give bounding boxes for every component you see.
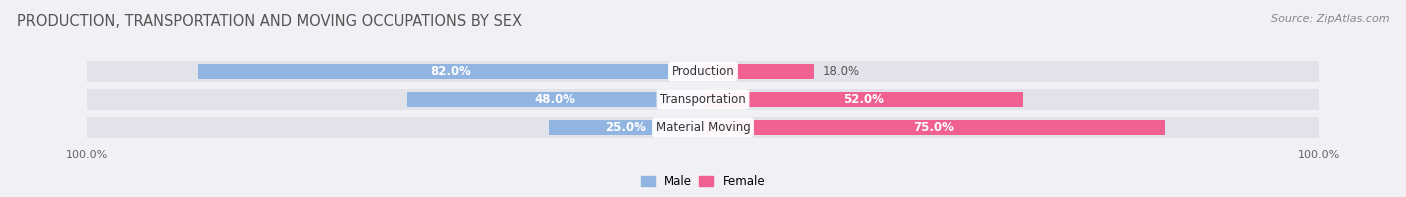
Bar bbox=[703, 120, 1166, 135]
Text: 82.0%: 82.0% bbox=[430, 65, 471, 78]
Bar bbox=[87, 89, 1319, 110]
Legend: Male, Female: Male, Female bbox=[641, 175, 765, 188]
Text: Source: ZipAtlas.com: Source: ZipAtlas.com bbox=[1271, 14, 1389, 24]
Bar bbox=[703, 64, 814, 79]
Bar bbox=[408, 92, 703, 107]
Text: Production: Production bbox=[672, 65, 734, 78]
Bar bbox=[703, 92, 1024, 107]
Text: 52.0%: 52.0% bbox=[842, 93, 883, 106]
Bar bbox=[198, 64, 703, 79]
Text: 75.0%: 75.0% bbox=[914, 121, 955, 134]
Bar bbox=[87, 117, 1319, 138]
Text: 25.0%: 25.0% bbox=[606, 121, 647, 134]
Text: 18.0%: 18.0% bbox=[823, 65, 860, 78]
Bar bbox=[87, 61, 1319, 82]
Text: Material Moving: Material Moving bbox=[655, 121, 751, 134]
Bar bbox=[548, 120, 703, 135]
Text: PRODUCTION, TRANSPORTATION AND MOVING OCCUPATIONS BY SEX: PRODUCTION, TRANSPORTATION AND MOVING OC… bbox=[17, 14, 522, 29]
Text: 48.0%: 48.0% bbox=[534, 93, 575, 106]
Text: Transportation: Transportation bbox=[661, 93, 745, 106]
